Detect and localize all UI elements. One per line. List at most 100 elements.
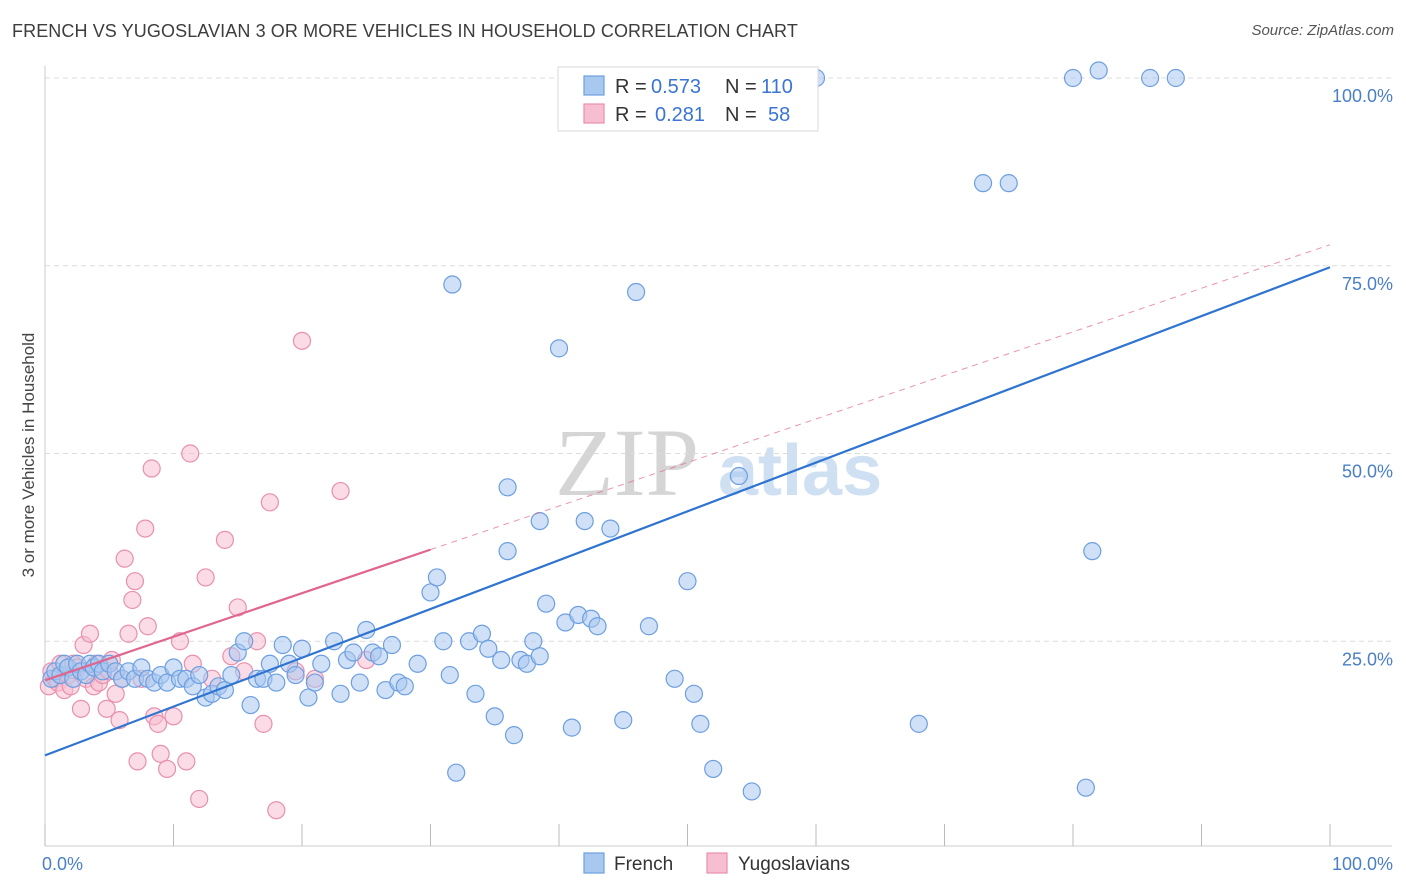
yugoslavians-point bbox=[292, 331, 312, 350]
legend-french-label: French bbox=[614, 854, 673, 875]
y-tick-labels: 25.0% 50.0% 75.0% 100.0% bbox=[1332, 86, 1393, 669]
french-n-value: 110 bbox=[761, 76, 793, 98]
french-point bbox=[614, 711, 633, 730]
yugoslavians-point bbox=[119, 624, 138, 643]
yugoslavians-point bbox=[157, 759, 177, 779]
grid bbox=[45, 77, 1392, 642]
yugoslavians-point bbox=[148, 714, 168, 733]
french-point bbox=[286, 665, 305, 685]
yugoslavians-r-value: 0.281 bbox=[655, 104, 705, 126]
french-point bbox=[395, 677, 414, 696]
french-point bbox=[498, 542, 517, 561]
french-n-label: N = bbox=[725, 76, 757, 98]
french-point bbox=[479, 639, 498, 658]
french-point bbox=[1083, 542, 1102, 561]
french-point bbox=[1063, 68, 1083, 88]
french-point bbox=[1140, 68, 1160, 88]
french-point bbox=[370, 647, 389, 666]
french-point bbox=[588, 617, 607, 636]
french-point bbox=[530, 511, 549, 531]
french-point bbox=[678, 572, 697, 591]
stats-legend: R = 0.573 N = 110 R = 0.281 N = 58 bbox=[557, 66, 819, 132]
french-point bbox=[562, 718, 581, 737]
yugoslavians-point bbox=[215, 530, 234, 549]
y-axis-label: 3 or more Vehicles in Household bbox=[19, 333, 38, 578]
yugoslavians-point bbox=[136, 519, 155, 538]
french-trend-line bbox=[44, 266, 1331, 757]
yugoslavians-point bbox=[123, 590, 142, 610]
french-point bbox=[331, 684, 350, 703]
french-point bbox=[1166, 68, 1185, 88]
french-point bbox=[447, 763, 466, 782]
french-point bbox=[691, 714, 710, 733]
french-point bbox=[1076, 778, 1095, 797]
yugoslavians-point bbox=[128, 752, 147, 771]
trend-lines bbox=[44, 244, 1331, 757]
french-point bbox=[492, 650, 511, 670]
yugoslavians-point bbox=[196, 568, 215, 587]
french-point bbox=[440, 665, 459, 685]
yugoslavians-trend-extension bbox=[430, 244, 1331, 551]
french-point bbox=[524, 632, 543, 651]
yugoslavians-point bbox=[115, 549, 134, 568]
watermark-zip: ZIP bbox=[555, 409, 699, 516]
french-point bbox=[549, 339, 569, 358]
yugoslavians-point bbox=[142, 459, 161, 478]
french-point bbox=[241, 695, 260, 715]
yugoslavians-point bbox=[254, 714, 273, 733]
french-point bbox=[312, 654, 331, 673]
french-point bbox=[504, 726, 524, 745]
french-point bbox=[408, 654, 427, 673]
french-point bbox=[742, 782, 761, 801]
french-point bbox=[626, 282, 646, 302]
french-point bbox=[443, 275, 462, 294]
french-point bbox=[273, 635, 292, 655]
y-tick-label: 25.0% bbox=[1342, 649, 1393, 669]
yugoslavians-point bbox=[151, 744, 170, 764]
series-legend: French Yugoslavians bbox=[583, 852, 850, 875]
yugoslavians-point bbox=[164, 707, 183, 726]
french-point bbox=[299, 688, 318, 707]
french-point bbox=[427, 568, 447, 587]
french-point bbox=[999, 174, 1018, 193]
yugoslavians-trend-line bbox=[44, 548, 431, 682]
french-swatch bbox=[583, 75, 605, 96]
y-tick-label: 50.0% bbox=[1342, 462, 1393, 482]
yugoslavians-point bbox=[181, 444, 200, 463]
french-point bbox=[704, 759, 723, 779]
french-point bbox=[434, 632, 453, 651]
french-point bbox=[466, 684, 485, 703]
french-point bbox=[639, 617, 659, 636]
axes bbox=[44, 66, 1392, 847]
chart-title: FRENCH VS YUGOSLAVIAN 3 OR MORE VEHICLES… bbox=[12, 21, 798, 41]
legend-yugoslavians-label: Yugoslavians bbox=[738, 854, 850, 875]
french-point bbox=[729, 466, 749, 486]
french-point bbox=[498, 478, 517, 497]
french-point bbox=[909, 714, 928, 733]
french-point bbox=[575, 511, 594, 531]
french-point bbox=[222, 665, 241, 685]
french-point bbox=[235, 632, 254, 651]
yugoslavians-point bbox=[331, 481, 350, 501]
french-point bbox=[190, 665, 209, 685]
yugoslavians-point bbox=[97, 699, 116, 718]
yugoslavians-point bbox=[267, 801, 286, 820]
french-point bbox=[421, 583, 440, 602]
french-point bbox=[485, 707, 504, 726]
yugoslavians-point bbox=[106, 684, 125, 703]
french-r-value: 0.573 bbox=[651, 76, 701, 98]
x-tick-label: 100.0% bbox=[1332, 854, 1393, 874]
french-series bbox=[42, 61, 1185, 801]
yugoslavians-series bbox=[39, 331, 376, 820]
french-point bbox=[530, 647, 549, 666]
french-point bbox=[665, 669, 684, 688]
watermark: ZIP atlas bbox=[555, 409, 882, 516]
french-point bbox=[382, 635, 402, 655]
yugoslavians-r-label: R = bbox=[615, 104, 647, 126]
y-tick-label: 100.0% bbox=[1332, 86, 1393, 106]
legend-yugoslavians-swatch bbox=[706, 852, 728, 874]
yugoslavians-point bbox=[125, 572, 145, 591]
x-tick-label: 0.0% bbox=[42, 854, 83, 874]
legend-french-swatch bbox=[583, 852, 605, 874]
